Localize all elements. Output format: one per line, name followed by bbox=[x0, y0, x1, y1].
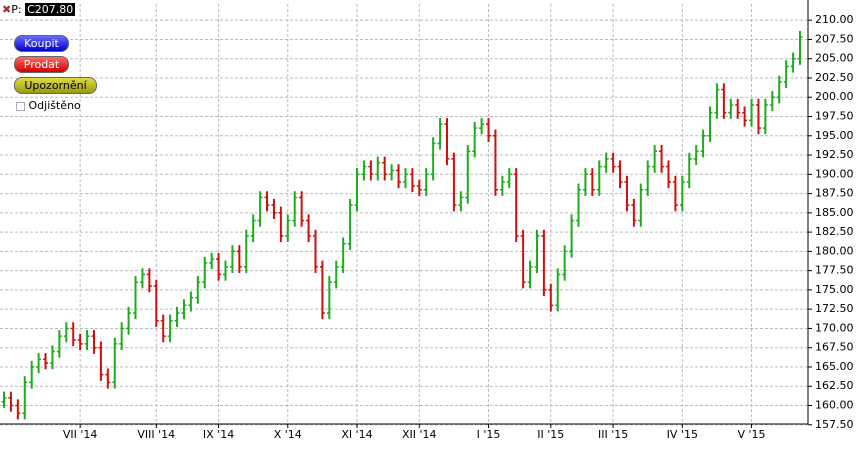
x-tick-label: VII '14 bbox=[63, 428, 98, 441]
y-tick-label: 200.00 bbox=[815, 90, 854, 103]
y-tick-label: 197.50 bbox=[815, 110, 854, 123]
price-box: C207.80 bbox=[25, 3, 76, 16]
alert-button[interactable]: Upozornění bbox=[14, 77, 97, 94]
x-tick-label: X '14 bbox=[274, 428, 302, 441]
buy-button[interactable]: Koupit bbox=[14, 35, 69, 52]
y-tick-label: 182.50 bbox=[815, 225, 854, 238]
x-tick-label: IV '15 bbox=[667, 428, 698, 441]
x-tick-label: IX '14 bbox=[203, 428, 234, 441]
checkbox[interactable] bbox=[16, 101, 25, 111]
x-tick-label: VIII '14 bbox=[137, 428, 175, 441]
y-tick-label: 170.00 bbox=[815, 321, 854, 334]
x-tick-label: III '15 bbox=[598, 428, 628, 441]
y-tick-label: 172.50 bbox=[815, 302, 854, 315]
y-tick-label: 207.50 bbox=[815, 32, 854, 45]
x-tick-label: II '15 bbox=[537, 428, 564, 441]
y-tick-label: 175.00 bbox=[815, 283, 854, 296]
unlock-row: Odjištěno bbox=[16, 99, 81, 112]
y-tick-label: 202.50 bbox=[815, 71, 854, 84]
y-tick-label: 190.00 bbox=[815, 167, 854, 180]
sell-button[interactable]: Prodat bbox=[14, 56, 69, 73]
y-tick-label: 210.00 bbox=[815, 13, 854, 26]
close-icon[interactable]: ✖ bbox=[2, 3, 12, 16]
y-tick-label: 187.50 bbox=[815, 187, 854, 200]
y-tick-label: 205.00 bbox=[815, 52, 854, 65]
y-tick-label: 192.50 bbox=[815, 148, 854, 161]
y-tick-label: 167.50 bbox=[815, 341, 854, 354]
y-tick-label: 160.00 bbox=[815, 399, 854, 412]
y-tick-label: 165.00 bbox=[815, 360, 854, 373]
y-tick-label: 195.00 bbox=[815, 129, 854, 142]
y-tick-label: 185.00 bbox=[815, 206, 854, 219]
checkbox-label: Odjištěno bbox=[28, 99, 81, 112]
price-prefix: P: bbox=[11, 3, 22, 16]
y-tick-label: 162.50 bbox=[815, 379, 854, 392]
price-header: ✖P: C207.80 bbox=[2, 3, 76, 16]
x-tick-label: V '15 bbox=[738, 428, 766, 441]
x-tick-label: XII '14 bbox=[402, 428, 437, 441]
y-tick-label: 157.50 bbox=[815, 418, 854, 431]
x-tick-label: XI '14 bbox=[341, 428, 372, 441]
x-tick-label: I '15 bbox=[477, 428, 501, 441]
y-tick-label: 180.00 bbox=[815, 244, 854, 257]
y-tick-label: 177.50 bbox=[815, 264, 854, 277]
